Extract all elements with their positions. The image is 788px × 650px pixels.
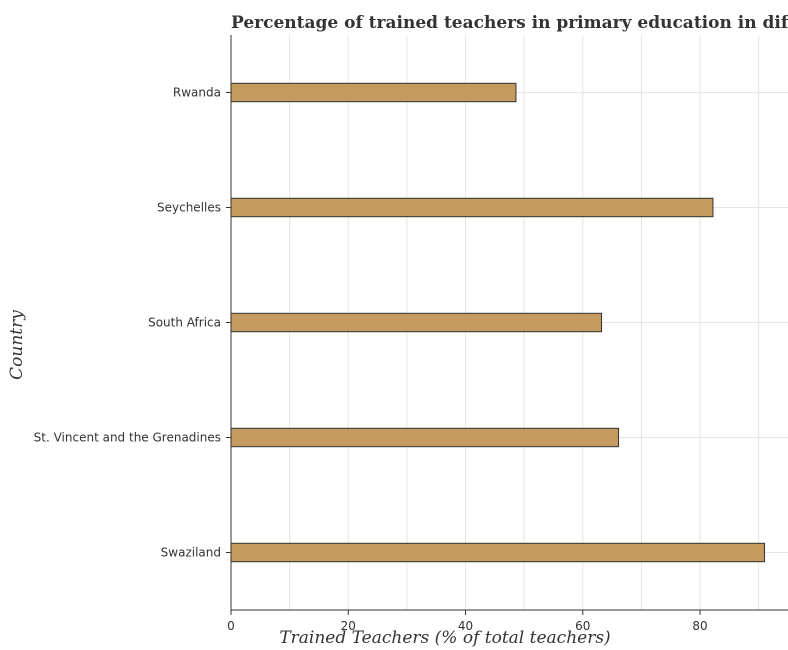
x-tick-label: 0 [227, 619, 235, 633]
axes: Rwanda Seychelles South Africa St. Vincent … [34, 35, 788, 633]
y-tick-label: Swaziland [161, 546, 221, 560]
x-tick-label: 60 [575, 619, 590, 633]
bar-seychelles [230, 197, 714, 218]
x-tick-label: 80 [692, 619, 707, 633]
y-axis-title: Country [7, 310, 27, 380]
y-tick-label: Seychelles [157, 201, 221, 215]
bar-swaziland [230, 542, 766, 563]
chart-title: Percentage of trained teachers in primar… [231, 13, 788, 33]
y-tick-label: Rwanda [173, 86, 221, 100]
bar-rwanda [230, 82, 517, 103]
bar-st-vincent-and-the-grenadines [230, 427, 620, 448]
y-tick-label: St. Vincent and the Grenadines [34, 431, 221, 445]
x-tick-label: 40 [458, 619, 473, 633]
x-axis-title: Trained Teachers (% of total teachers) [279, 628, 610, 648]
y-tick-label: South Africa [148, 316, 221, 330]
x-tick-label: 20 [341, 619, 356, 633]
bar-south-africa [230, 312, 603, 333]
